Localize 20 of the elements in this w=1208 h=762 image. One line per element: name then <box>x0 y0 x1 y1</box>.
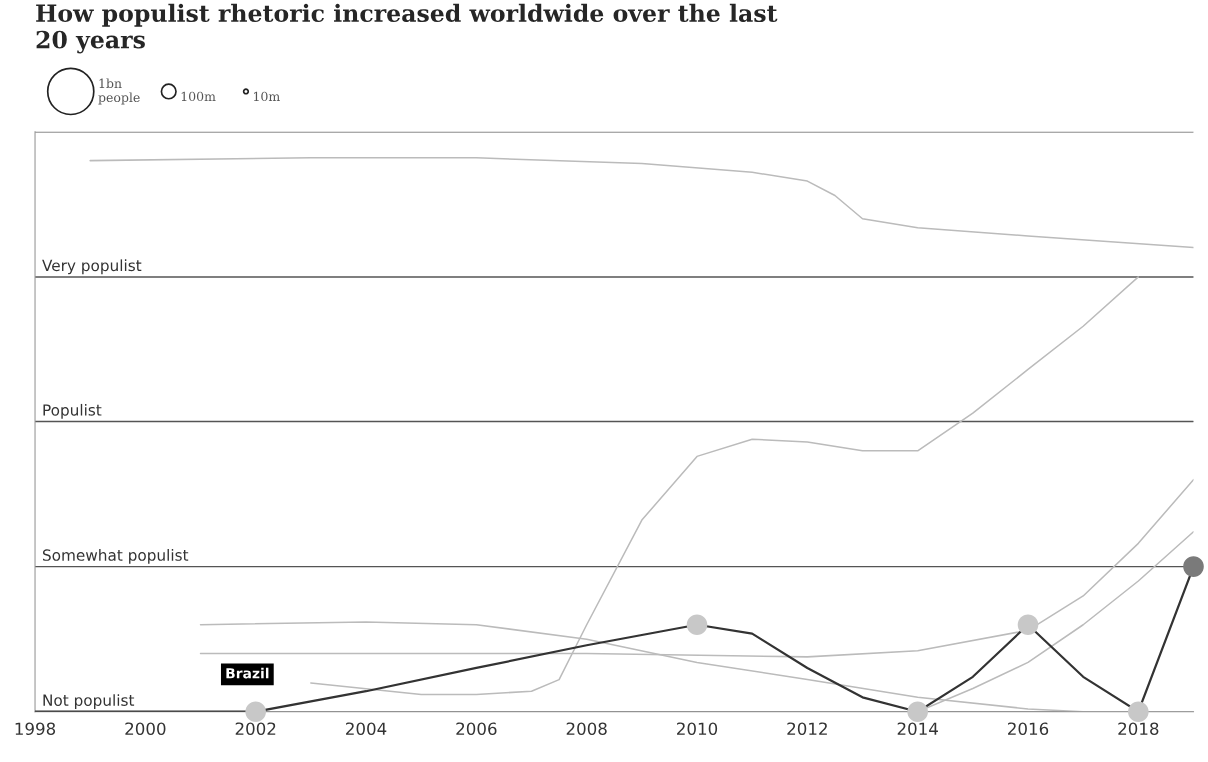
x-tick-label: 2010 <box>677 722 718 736</box>
x-tick-label: 2002 <box>235 722 276 736</box>
ref-line-label: Populist <box>43 403 102 419</box>
x-tick-label: 2016 <box>1008 722 1049 736</box>
x-tick-label: 2004 <box>346 722 387 736</box>
legend-label: 100m <box>181 91 216 102</box>
legend-label: 1bn people <box>98 78 140 105</box>
ref-line-label: Somewhat populist <box>42 549 189 564</box>
x-tick-label: 2012 <box>787 722 827 736</box>
x-tick-label: 2006 <box>456 722 497 736</box>
text: Brazil <box>226 667 269 679</box>
ref-line-label: Not populist <box>43 694 135 709</box>
x-tick-label: 2018 <box>1118 722 1159 736</box>
legend-label: 10m <box>254 91 280 102</box>
x-tick-label: 2014 <box>897 722 938 736</box>
x-tick-label: 1998 <box>15 722 56 736</box>
ref-line-label: Very populist <box>42 259 142 275</box>
x-tick-label: 2008 <box>566 722 607 736</box>
chart-title: How populist rhetoric increased worldwide over the last 20 years <box>36 3 778 54</box>
x-tick-label: 2000 <box>125 722 166 736</box>
